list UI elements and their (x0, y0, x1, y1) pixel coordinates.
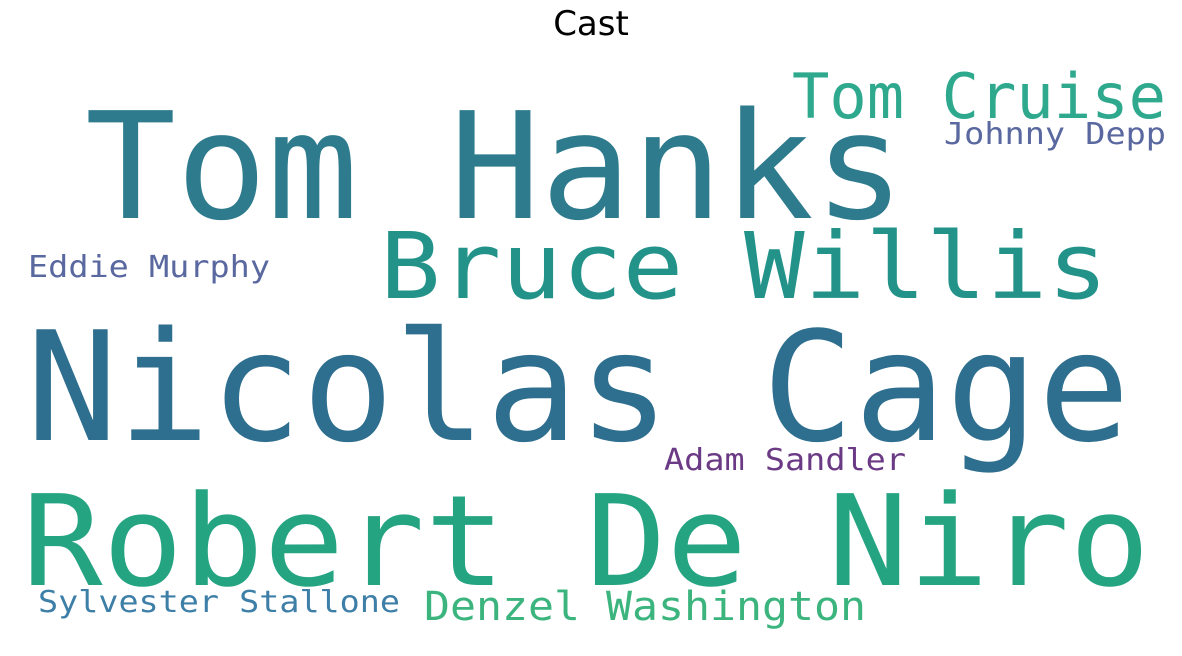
chart-title: Cast (553, 4, 629, 44)
cloud-word-tom-hanks: Tom Hanks (85, 81, 905, 253)
cloud-word-eddie-murphy: Eddie Murphy (28, 250, 270, 285)
cloud-word-robert-de-niro: Robert De Niro (22, 468, 1150, 615)
cloud-word-denzel-washington: Denzel Washington (424, 584, 866, 630)
cloud-word-tom-cruise: Tom Cruise (792, 60, 1166, 133)
cloud-word-bruce-willis: Bruce Willis (380, 213, 1108, 320)
cloud-word-johnny-depp: Johnny Depp (944, 117, 1166, 152)
cloud-word-adam-sandler: Adam Sandler (664, 443, 906, 478)
cloud-word-nicolas-cage: Nicolas Cage (26, 299, 1130, 476)
cloud-word-sylvester-stallone: Sylvester Stallone (38, 585, 400, 620)
